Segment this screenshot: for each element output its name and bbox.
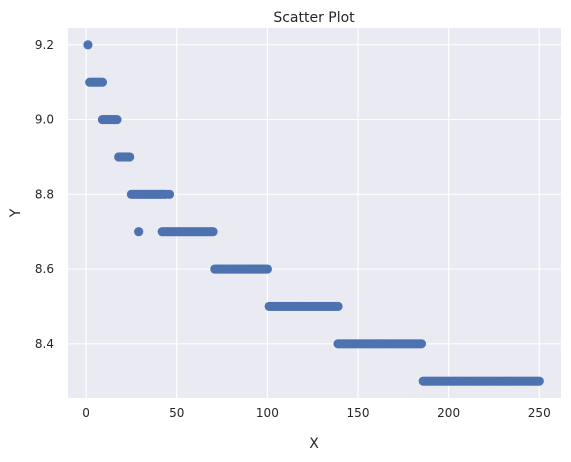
- y-tick-label: 8.6: [35, 262, 54, 276]
- x-tick-label: 50: [169, 406, 184, 420]
- data-point: [333, 301, 343, 312]
- x-axis-label: X: [309, 436, 319, 452]
- data-point: [164, 189, 175, 199]
- data-point: [534, 376, 544, 386]
- y-tick-label: 9.0: [35, 113, 54, 127]
- chart-title: Scatter Plot: [273, 10, 355, 26]
- data-point: [112, 114, 122, 125]
- x-tick-label: 150: [347, 406, 370, 420]
- x-tick-label: 0: [82, 406, 90, 420]
- data-point: [83, 40, 93, 50]
- data-points: [83, 40, 544, 386]
- y-tick-label: 8.8: [35, 187, 54, 201]
- x-axis-ticks: 0 50 100 150 200 250: [82, 406, 550, 420]
- y-tick-label: 8.4: [35, 337, 54, 351]
- plot-area: [68, 28, 561, 398]
- data-point: [262, 264, 272, 274]
- x-tick-label: 250: [528, 406, 551, 420]
- x-tick-label: 100: [256, 406, 279, 420]
- data-point: [134, 227, 144, 237]
- y-axis-ticks: 8.4 8.6 8.8 9.0 9.2: [35, 38, 54, 351]
- data-point: [97, 77, 108, 87]
- data-point: [208, 227, 218, 237]
- y-axis-label: Y: [8, 208, 24, 218]
- y-tick-label: 9.2: [35, 38, 54, 52]
- grid-lines: [68, 28, 561, 398]
- data-point: [416, 339, 427, 349]
- data-point: [125, 152, 135, 162]
- x-tick-label: 200: [437, 406, 460, 420]
